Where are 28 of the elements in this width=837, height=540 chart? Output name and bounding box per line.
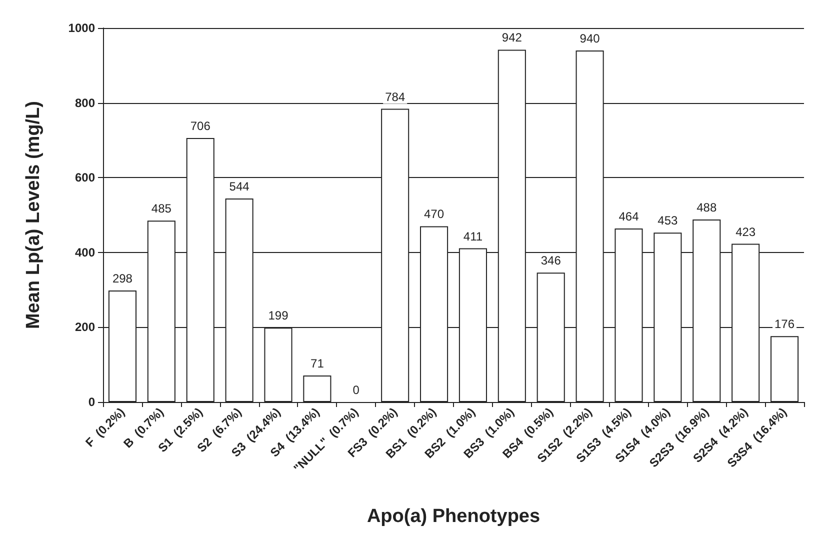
y-tick-label: 1000 (68, 21, 96, 35)
y-tick-label: 0 (88, 395, 96, 409)
y-tick-label: 600 (74, 170, 96, 185)
data-label: 411 (463, 229, 483, 244)
bar (770, 336, 799, 402)
data-label: 706 (190, 118, 211, 133)
data-label: 71 (310, 356, 324, 370)
data-label: 423 (736, 224, 756, 239)
data-label: 464 (618, 209, 640, 224)
bar (303, 375, 332, 402)
data-label: 0 (352, 383, 360, 397)
data-label: 940 (580, 31, 600, 46)
y-tick-label: 200 (74, 320, 96, 334)
data-label: 199 (268, 308, 289, 323)
data-label: 470 (424, 207, 444, 222)
data-label: 544 (229, 180, 250, 194)
data-label: 176 (774, 317, 795, 332)
data-label: 784 (385, 90, 406, 104)
y-axis-title: Mean Lp(a) Levels (mg/L) (23, 100, 44, 330)
y-tick-label: 400 (74, 245, 96, 260)
data-label: 942 (502, 30, 522, 45)
data-label: 298 (112, 272, 133, 286)
data-label: 488 (696, 200, 717, 214)
x-axis-title: Apo(a) Phenotypes (366, 506, 540, 527)
data-label: 485 (151, 202, 172, 216)
y-tick-label: 800 (74, 96, 96, 110)
data-label: 346 (540, 254, 562, 268)
data-label: 453 (658, 214, 678, 228)
